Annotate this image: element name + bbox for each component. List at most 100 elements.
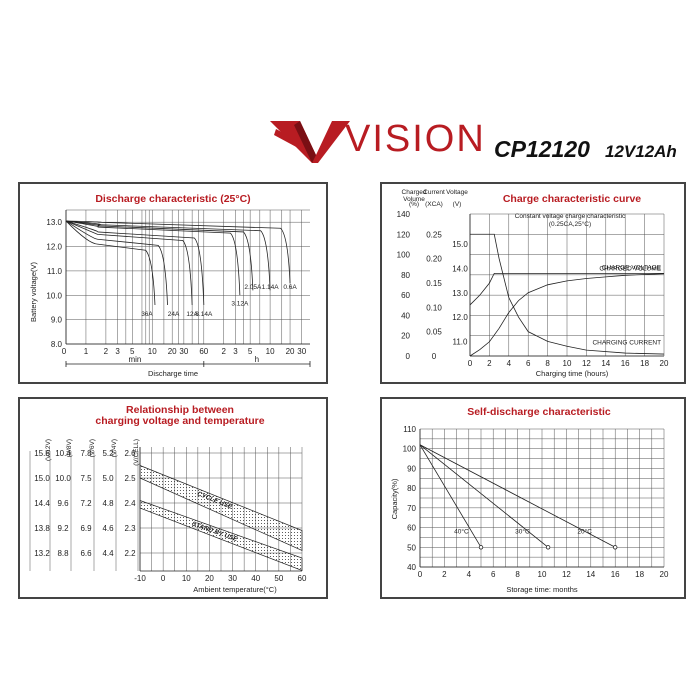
discharge-ytick-label: 11.0	[47, 267, 63, 276]
charge-voltage-tick: 15.0	[452, 240, 468, 249]
sd-series-label: 20°C	[577, 527, 592, 535]
discharge-series-label: 36A	[141, 311, 153, 318]
vt-xtick-label: 40	[251, 574, 260, 583]
charge-col-header: Volume	[403, 196, 425, 203]
sd-ytick-label: 80	[407, 484, 416, 493]
discharge-curve	[65, 220, 168, 306]
sd-xtick-label: 14	[586, 570, 595, 579]
sd-xtick-label: 16	[611, 570, 620, 579]
charge-voltage-label: CHARGE VOLTAGE	[602, 264, 662, 271]
discharge-curve	[65, 220, 205, 306]
discharge-ytick-label: 9.0	[51, 316, 63, 325]
voltage-temperature-chart: Relationship between charging voltage an…	[29, 404, 307, 594]
discharge-series-label: 2.05A	[244, 284, 262, 291]
self-discharge-title: Self-discharge characteristic	[467, 406, 611, 418]
vt-row-value: 9.2	[57, 524, 69, 533]
vt-col-header: (V/4V)	[111, 439, 118, 457]
sd-xtick-label: 12	[562, 570, 571, 579]
vt-xtick-label: -10	[134, 574, 146, 583]
charge-voltage-tick: 13.0	[452, 289, 468, 298]
charge-xtick-label: 16	[621, 359, 630, 368]
voltage-temperature-panel: Relationship between charging voltage an…	[18, 397, 328, 599]
charge-voltage-tick: 11.0	[453, 337, 469, 346]
vt-row-value: 7.2	[80, 499, 92, 508]
charge-xtick-label: 6	[526, 359, 531, 368]
charge-volume-tick: 100	[397, 251, 411, 260]
discharge-chart-panel: Discharge characteristic (25°C) Battery …	[18, 182, 328, 384]
vt-row-value: 7.8	[80, 449, 92, 458]
vt-row-value: 9.6	[57, 499, 69, 508]
charge-current-tick: 0.10	[426, 303, 442, 312]
charge-chart-subtitle2: (0.25CA,25°C)	[549, 220, 591, 228]
vt-row-value: 13.8	[34, 524, 50, 533]
discharge-curve	[65, 220, 271, 291]
self-discharge-ylabel: Capacity(%)	[390, 478, 399, 519]
battery-spec: 12V12Ah	[605, 142, 677, 161]
discharge-xtick-label: 60	[199, 347, 208, 356]
vt-row-value: 6.6	[80, 549, 92, 558]
charge-col-unit: (%)	[409, 201, 419, 208]
discharge-curve	[65, 220, 291, 284]
discharge-series-label: 1.14A	[262, 284, 280, 291]
discharge-xtick-label: 10	[148, 347, 157, 356]
charge-xtick-label: 18	[640, 359, 649, 368]
charge-volume-tick: 40	[401, 311, 410, 320]
charge-xtick-label: 20	[660, 359, 669, 368]
charge-col-unit: (XCA)	[425, 201, 443, 208]
discharge-series-label: 0.6A	[283, 284, 297, 291]
sd-line	[419, 444, 616, 548]
vt-row-value: 6.9	[80, 524, 92, 533]
charge-current-tick: 0.25	[426, 230, 442, 239]
vt-row-value: 2.6	[124, 449, 136, 458]
sd-ytick-label: 90	[407, 464, 416, 473]
charge-volume-tick: 120	[397, 230, 411, 239]
vt-row-value: 14.4	[34, 499, 50, 508]
charging-current-line	[470, 233, 665, 355]
sd-xtick-label: 2	[442, 570, 447, 579]
sd-xtick-label: 0	[418, 570, 423, 579]
sd-xtick-label: 18	[635, 570, 644, 579]
discharge-xtick-label: 30	[179, 347, 188, 356]
charge-chart-panel: Charge characteristic curve Constant vol…	[380, 182, 686, 384]
discharge-xtick-label: 10	[266, 347, 275, 356]
charge-xtick-label: 0	[468, 359, 473, 368]
charge-xtick-label: 14	[601, 359, 610, 368]
charge-current-tick: 0.15	[426, 279, 442, 288]
vt-row-value: 4.8	[102, 499, 114, 508]
discharge-curve	[65, 220, 254, 291]
sd-line	[419, 444, 549, 548]
discharge-chart-xlabel: Discharge time	[148, 369, 198, 378]
sd-xtick-label: 6	[491, 570, 496, 579]
sd-line	[419, 444, 482, 548]
sd-ytick-label: 50	[407, 543, 416, 552]
vt-row-value: 2.5	[124, 474, 136, 483]
vt-xtick-label: 20	[205, 574, 214, 583]
vt-col-header: (V/12V)	[45, 439, 52, 461]
vt-xtick-label: 10	[182, 574, 191, 583]
voltage-temperature-title: Relationship between	[126, 404, 234, 416]
vt-band	[139, 464, 303, 552]
sd-point	[612, 545, 618, 550]
discharge-xtick-label: 5	[130, 347, 135, 356]
vt-col-header: (V/CELL)	[133, 439, 140, 466]
discharge-xtick-label: 20	[168, 347, 177, 356]
charge-voltage-tick: 12.0	[452, 313, 468, 322]
vt-xtick-label: 30	[228, 574, 237, 583]
sd-ytick-label: 110	[403, 425, 416, 434]
discharge-series-label: 12A	[186, 311, 198, 318]
sd-xtick-label: 8	[515, 570, 520, 579]
discharge-series-label: 8.14A	[195, 311, 213, 318]
voltage-temperature-title2: charging voltage and temperature	[95, 415, 264, 427]
sd-ytick-label: 40	[407, 563, 416, 572]
discharge-chart: Discharge characteristic (25°C) Battery …	[29, 193, 311, 378]
charge-volume-tick: 60	[401, 291, 410, 300]
sd-ytick-label: 60	[407, 524, 416, 533]
discharge-chart-title: Discharge characteristic (25°C)	[95, 193, 250, 205]
vt-row-value: 2.4	[124, 499, 136, 508]
charge-volume-tick: 140	[397, 210, 411, 219]
vt-row-value: 4.4	[102, 549, 114, 558]
charge-current-tick: 0.20	[426, 255, 442, 264]
vt-row-value: 7.5	[80, 474, 92, 483]
charge-current-tick: 0.05	[426, 328, 442, 337]
voltage-temperature-xlabel: Ambient temperature(°C)	[193, 585, 277, 594]
